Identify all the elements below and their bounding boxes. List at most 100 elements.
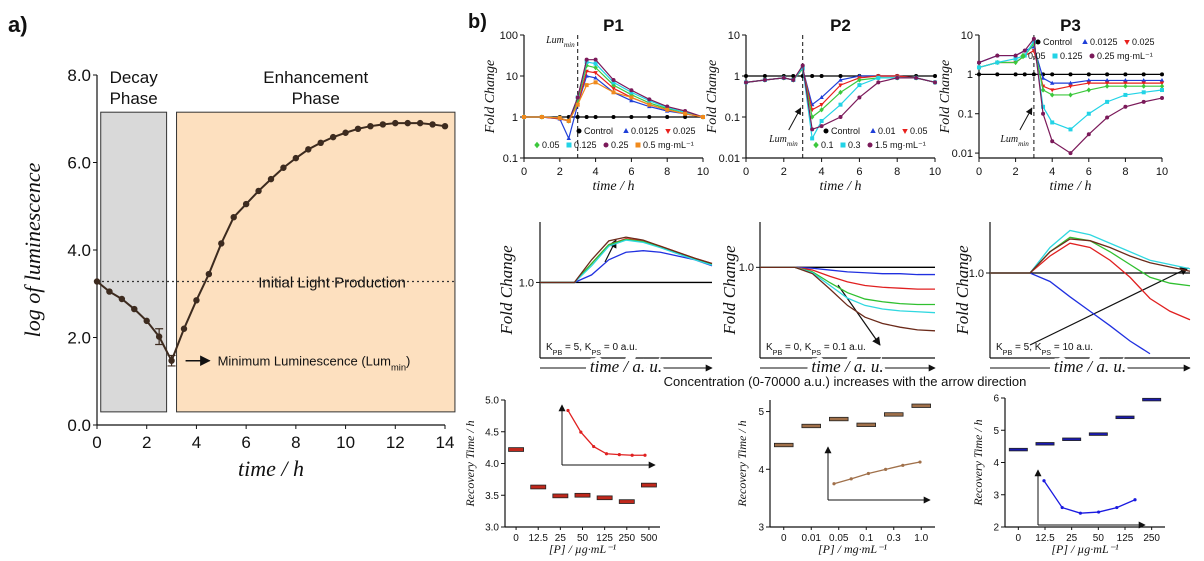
data-point (1040, 75, 1046, 80)
min-label-sub: min (391, 363, 406, 373)
y-tick-label: 4 (758, 465, 764, 476)
data-point (629, 98, 634, 103)
model-note-part: = 5, (562, 342, 585, 353)
inset-point (849, 477, 853, 481)
y-tick-label: 1 (734, 71, 740, 83)
y-tick-label: 0.01 (952, 148, 973, 160)
data-point (1160, 72, 1164, 77)
data-point (575, 98, 580, 104)
data-point (1141, 99, 1146, 104)
data-point (683, 111, 688, 116)
y-tick-label: 10 (728, 30, 740, 42)
y-tick-label: 0.1 (503, 153, 518, 165)
x-tick-label: 25 (1066, 533, 1078, 544)
y-tick-label: 0.01 (719, 153, 740, 165)
data-point (977, 72, 981, 77)
data-point (1086, 81, 1091, 86)
inset-point (566, 408, 570, 413)
y-tick-label: 4.0 (485, 459, 499, 470)
y-tick-label: 5 (758, 407, 764, 418)
y-tick-label: 1.0 (519, 277, 534, 289)
legend-marker (1052, 53, 1058, 59)
data-point (744, 80, 748, 85)
data-point (329, 133, 337, 141)
chart-title: P2 (830, 16, 851, 35)
bar (641, 482, 657, 488)
data-point (838, 102, 843, 107)
data-point (995, 60, 1000, 65)
data-point (665, 104, 670, 109)
lum-min-arrow (1019, 107, 1033, 131)
model-note-sub: PB (773, 348, 783, 357)
data-point (1141, 78, 1146, 83)
data-point (762, 74, 767, 78)
x-axis-label: time / h (820, 179, 862, 194)
data-point (93, 278, 101, 285)
y-tick-label: 3.5 (485, 491, 499, 502)
data-point (1050, 80, 1055, 85)
inset-point (901, 463, 905, 467)
lum-min-label: Lummin (999, 134, 1029, 148)
x-tick-label: 8 (291, 433, 300, 452)
legend-label: 0.0125 (631, 126, 659, 136)
data-point (819, 118, 824, 123)
caption: Concentration (0-70000 a.u.) increases w… (664, 374, 1027, 389)
data-point (1031, 72, 1036, 77)
phase-label: Phase (110, 89, 158, 108)
data-point (593, 61, 598, 66)
x-tick-label: 4 (1049, 166, 1055, 178)
series-line (990, 238, 1191, 274)
legend-label: 1.5 mg·mL⁻¹ (875, 140, 926, 150)
x-tick-label: 0 (521, 166, 527, 178)
model-note-sub: PS (811, 348, 821, 357)
x-tick-label: 4 (192, 433, 201, 452)
inset-point (1115, 505, 1119, 510)
y-tick-label: 4.5 (485, 427, 499, 438)
data-point (977, 65, 981, 70)
data-point (1013, 72, 1018, 77)
series-line (760, 266, 935, 276)
y-tick-label: 4.0 (67, 241, 91, 260)
data-point (575, 102, 580, 107)
data-point (1086, 72, 1091, 77)
x-axis-label: time / h (238, 456, 304, 481)
data-point (791, 77, 796, 82)
data-point (593, 115, 598, 119)
x-tick-label: 6 (1086, 166, 1092, 178)
x-tick-label: 0.3 (887, 533, 901, 544)
legend-marker (813, 141, 819, 149)
bar (1035, 442, 1055, 446)
data-point (575, 95, 580, 100)
data-point (317, 139, 324, 147)
data-point (977, 60, 981, 65)
data-point (1013, 59, 1018, 66)
inset-line (833, 461, 921, 485)
data-point (665, 115, 670, 119)
y-axis-label: Recovery Time / h (971, 419, 985, 506)
data-point (593, 80, 598, 85)
y-tick-label: 6 (993, 394, 999, 405)
data-point (404, 119, 411, 127)
data-point (762, 77, 767, 82)
data-point (665, 107, 670, 112)
x-tick-label: 12 (386, 433, 405, 452)
model-note-part: = 0.1 a.u. (821, 342, 866, 353)
series-line (540, 237, 713, 284)
legend-marker (870, 128, 876, 133)
data-point (1159, 81, 1165, 86)
legend-marker (1089, 53, 1095, 59)
data-point (1123, 83, 1128, 89)
data-point (1123, 72, 1128, 77)
inset-point (918, 460, 922, 464)
inset-point (617, 453, 621, 457)
data-point (1086, 78, 1091, 83)
series-line (760, 266, 936, 332)
model-note-part: K (1035, 342, 1042, 353)
y-axis-label: Fold Change (953, 245, 972, 336)
legend-label: Control (1043, 37, 1072, 47)
data-point (629, 115, 634, 119)
y-tick-label: 3.0 (485, 523, 499, 534)
model-note: KPB = 5, KPS = 10 a.u. (996, 342, 1093, 357)
y-tick-label: 0.1 (958, 109, 973, 121)
data-point (857, 83, 862, 88)
